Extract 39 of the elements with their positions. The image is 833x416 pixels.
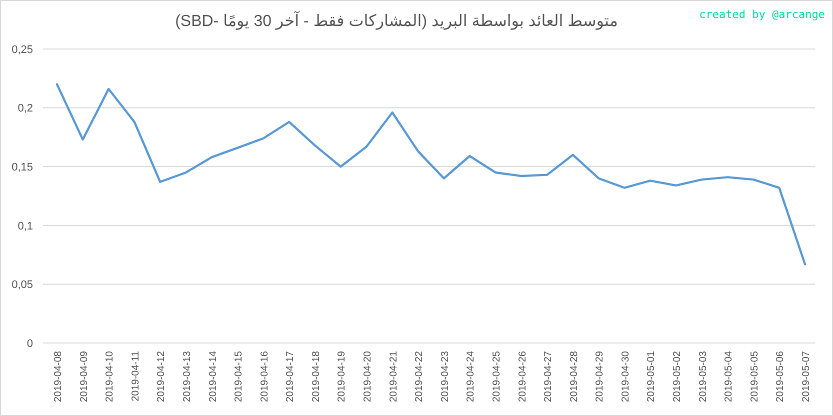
text: created by @arcange [699, 8, 825, 21]
x-tick-label: 2019-04-20 [362, 350, 374, 402]
x-tick-label: 2019-04-13 [182, 350, 193, 402]
x-tick-label: 2019-04-24 [466, 350, 477, 402]
x-tick-label: 2019-05-02 [672, 350, 684, 402]
y-tick-label: 0,1 [18, 220, 33, 232]
y-tick-label: 0,15 [12, 161, 33, 174]
x-tick-label: 2019-04-23 [440, 350, 451, 402]
x-tick-label: 2019-05-04 [724, 350, 735, 402]
x-tick-label: 2019-04-15 [234, 350, 245, 402]
x-tick-label: 2019-04-18 [310, 350, 322, 402]
x-tick-label: 2019-04-21 [388, 350, 400, 402]
line-series [56, 83, 806, 266]
x-tick-label: 2019-04-26 [517, 350, 528, 402]
x-tick-label: 2019-05-06 [775, 350, 786, 402]
x-tick-label: 2019-04-08 [53, 350, 64, 402]
y-tick-label: 0,2 [18, 102, 33, 115]
x-tick-label: 2019-04-11 [130, 350, 142, 402]
x-tick-label: 2019-04-09 [78, 350, 90, 402]
x-tick-label: 2019-04-22 [414, 350, 426, 402]
x-tick-label: 2019-04-10 [104, 350, 116, 402]
x-tick-label: 2019-04-25 [491, 350, 502, 402]
x-tick-label: 2019-04-16 [259, 350, 270, 402]
y-tick-label: 0 [26, 338, 33, 350]
chart-title: متوسط العائد بواسطة البريد (المشاركات فقط - آخر 30 يومًا -SBD) [175, 10, 618, 30]
x-tick-label: 2019-04-12 [156, 350, 168, 402]
x-tick-label: 2019-04-28 [568, 350, 580, 402]
x-tick-label: 2019-04-27 [543, 350, 554, 402]
x-tick-label: 2019-05-07 [801, 350, 812, 402]
x-tick-label: 2019-04-14 [208, 350, 219, 402]
x-tick-label: 2019-04-19 [336, 350, 348, 402]
x-tick-label: 2019-05-03 [698, 350, 709, 402]
x-tick-label: 2019-04-29 [594, 350, 606, 402]
x-tick-label: 2019-05-05 [749, 350, 760, 402]
x-tick-label: 2019-04-17 [285, 350, 296, 402]
x-tick-label: 2019-04-30 [620, 350, 632, 402]
y-tick-label: 0,25 [12, 44, 33, 56]
y-tick-label: 0,05 [12, 279, 33, 292]
x-tick-label: 2019-05-01 [646, 350, 658, 402]
